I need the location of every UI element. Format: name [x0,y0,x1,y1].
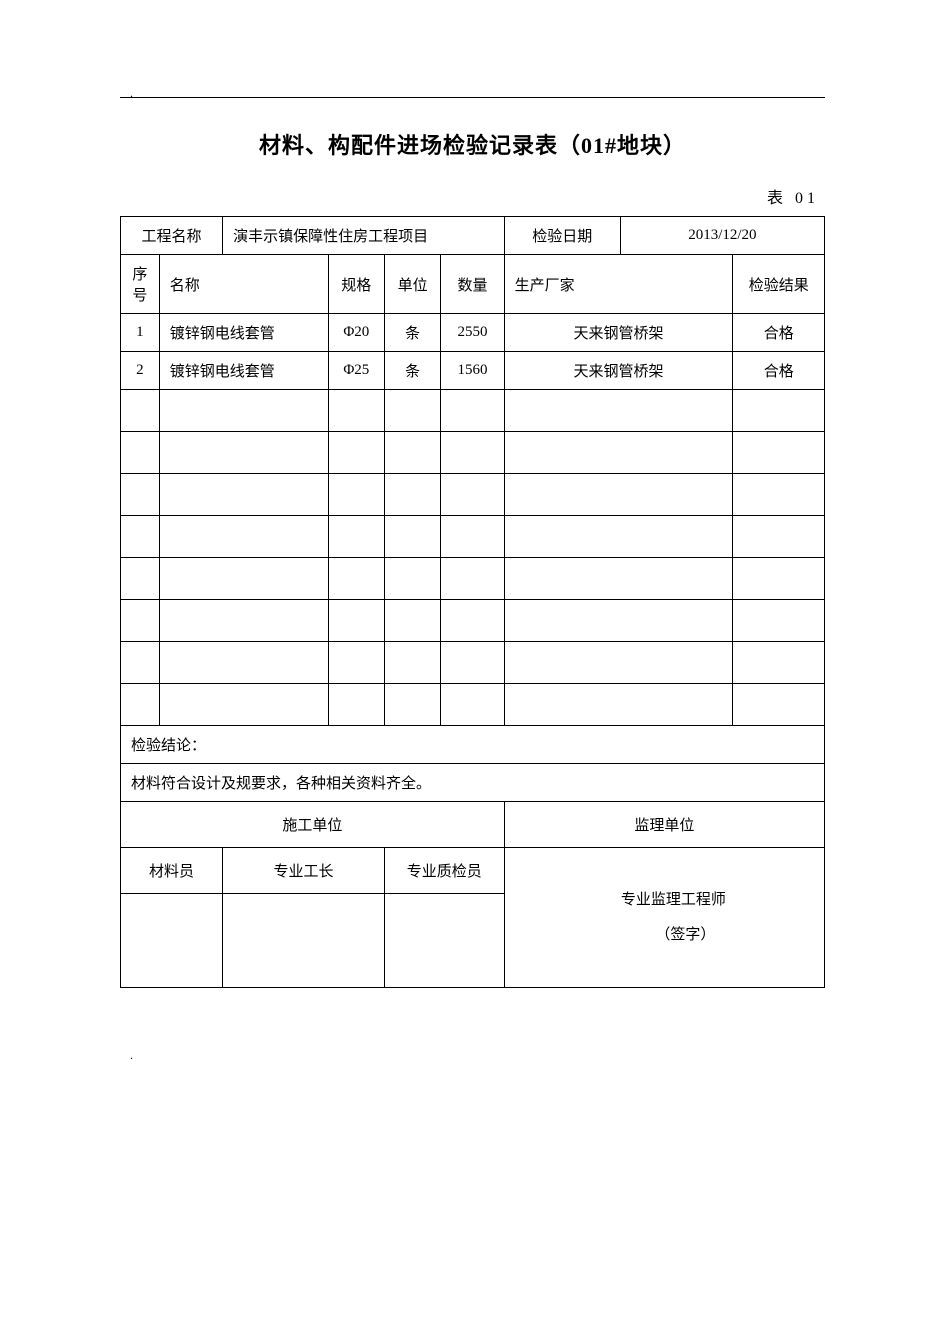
cell-result: 合格 [733,352,825,390]
supervisor-sign-cell: 专业监理工程师 （签字） [504,848,824,988]
table-columns-row: 序号 名称 规格 单位 数量 生产厂家 检验结果 [121,255,825,314]
cell-spec: Φ25 [328,352,384,390]
table-row [121,642,825,684]
conclusion-label-row: 检验结论： [121,726,825,764]
cell-seq: 1 [121,314,160,352]
table-row: 1 镀锌钢电线套管 Φ20 条 2550 天来钢管桥架 合格 [121,314,825,352]
table-row [121,684,825,726]
page-dot-top: . [130,86,825,101]
col-mfr: 生产厂家 [504,255,733,314]
signature-label: （签字） [529,918,818,953]
material-clerk-label: 材料员 [121,848,223,894]
cell-name: 镀锌钢电线套管 [159,314,328,352]
signoff-header-row: 施工单位 监理单位 [121,802,825,848]
col-spec: 规格 [328,255,384,314]
cell-spec: Φ20 [328,314,384,352]
value-project: 演丰示镇保障性住房工程项目 [223,217,505,255]
col-unit: 单位 [384,255,440,314]
material-clerk-sign [121,894,223,988]
conclusion-text-row: 材料符合设计及规要求，各种相关资料齐全。 [121,764,825,802]
cell-unit: 条 [384,352,440,390]
cell-mfr: 天来钢管桥架 [504,352,733,390]
table-row [121,600,825,642]
cell-name: 镀锌钢电线套管 [159,352,328,390]
inspection-table: 工程名称 演丰示镇保障性住房工程项目 检验日期 2013/12/20 序号 名称… [120,216,825,988]
table-row [121,558,825,600]
construction-unit-label: 施工单位 [121,802,505,848]
label-date: 检验日期 [504,217,620,255]
conclusion-label: 检验结论： [121,726,825,764]
table-row [121,432,825,474]
cell-qty: 2550 [441,314,504,352]
table-header-row: 工程名称 演丰示镇保障性住房工程项目 检验日期 2013/12/20 [121,217,825,255]
label-project: 工程名称 [121,217,223,255]
table-row [121,474,825,516]
col-seq: 序号 [121,255,160,314]
page-dot-bottom: . [130,1048,825,1063]
qc-inspector-sign [384,894,504,988]
signoff-roles-row: 材料员 专业工长 专业质检员 专业监理工程师 （签字） [121,848,825,894]
table-row: 2 镀锌钢电线套管 Φ25 条 1560 天来钢管桥架 合格 [121,352,825,390]
value-date: 2013/12/20 [620,217,824,255]
col-name: 名称 [159,255,328,314]
header-rule [120,97,825,98]
cell-result: 合格 [733,314,825,352]
supervision-unit-label: 监理单位 [504,802,824,848]
table-number: 表 01 [120,184,825,208]
conclusion-text: 材料符合设计及规要求，各种相关资料齐全。 [121,764,825,802]
table-row [121,516,825,558]
cell-unit: 条 [384,314,440,352]
qc-inspector-label: 专业质检员 [384,848,504,894]
cell-mfr: 天来钢管桥架 [504,314,733,352]
page-title: 材料、构配件进场检验记录表（01#地块） [120,128,825,160]
supervisor-engineer-label: 专业监理工程师 [529,883,818,918]
cell-qty: 1560 [441,352,504,390]
table-row [121,390,825,432]
col-result: 检验结果 [733,255,825,314]
col-qty: 数量 [441,255,504,314]
foreman-label: 专业工长 [223,848,385,894]
foreman-sign [223,894,385,988]
cell-seq: 2 [121,352,160,390]
